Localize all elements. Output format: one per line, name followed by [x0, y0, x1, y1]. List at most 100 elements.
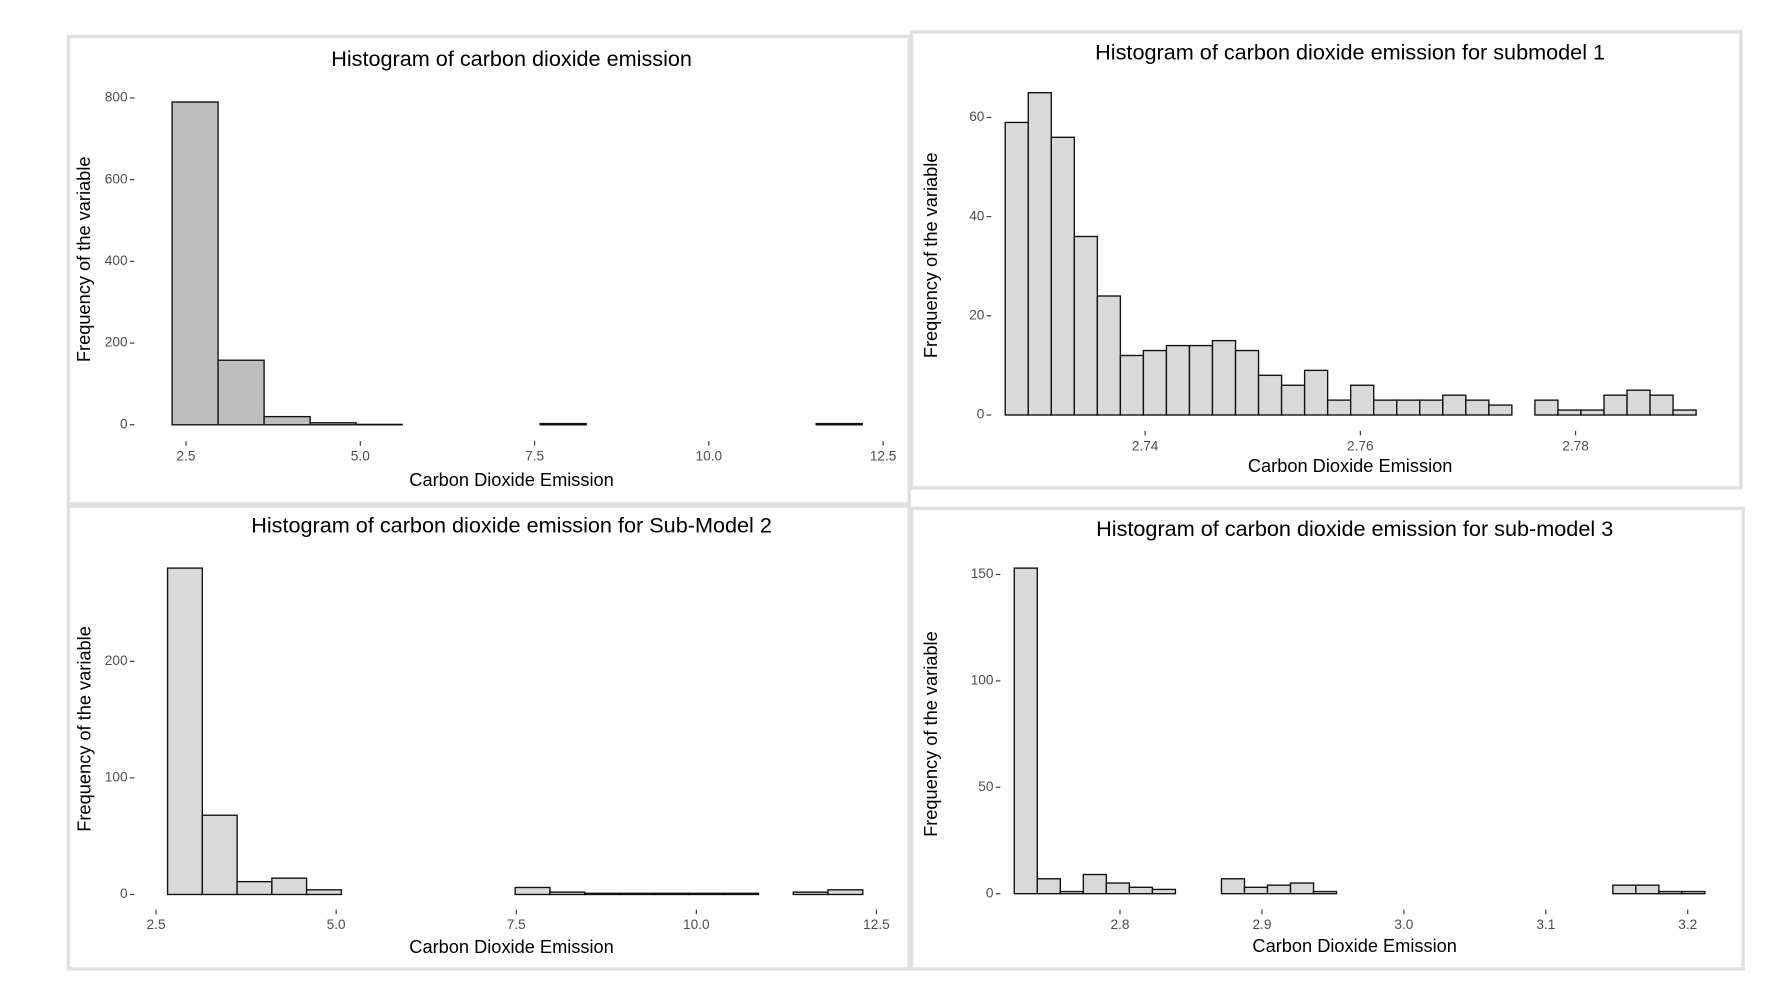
- bar: [1036, 878, 1061, 895]
- bar: [1442, 394, 1467, 416]
- y-tick-label: 800: [105, 90, 128, 105]
- bar: [1128, 886, 1154, 895]
- bar: [1004, 121, 1029, 416]
- bar: [1557, 409, 1582, 416]
- bar: [1612, 884, 1637, 895]
- bar: [1312, 890, 1338, 895]
- bar: [1027, 92, 1052, 416]
- y-tick-label: 100: [105, 770, 128, 785]
- y-axis-title: Frequency of the variable: [920, 631, 941, 837]
- bar: [1050, 136, 1076, 416]
- bar: [1119, 354, 1145, 416]
- x-axis-title: Carbon Dioxide Emission: [1252, 935, 1456, 956]
- bar: [1073, 235, 1099, 416]
- y-tick-label: 50: [978, 779, 994, 794]
- bar: [1013, 567, 1038, 895]
- y-axis-title: Frequency of the variable: [920, 153, 941, 359]
- x-tick-label: 12.5: [870, 449, 897, 464]
- bar: [1681, 890, 1706, 895]
- y-axis-title: Frequency of the variable: [73, 626, 94, 832]
- x-axis-title: Carbon Dioxide Emission: [1248, 455, 1452, 476]
- x-tick-label: 3.2: [1678, 917, 1697, 932]
- bar: [539, 422, 587, 426]
- y-tick-label: 400: [105, 253, 128, 268]
- bar: [1059, 890, 1085, 895]
- bar: [1534, 399, 1559, 416]
- bar: [217, 359, 265, 426]
- bar: [1465, 399, 1490, 416]
- y-axis-title: Frequency of the variable: [73, 157, 94, 363]
- bar: [1105, 882, 1131, 895]
- y-tick-label: 200: [105, 335, 128, 350]
- bar: [1142, 349, 1168, 416]
- x-tick-label: 7.5: [507, 917, 526, 932]
- bar: [688, 892, 725, 896]
- chart-title: Histogram of carbon dioxide emission for…: [251, 512, 772, 537]
- bar: [1303, 369, 1329, 416]
- bar: [236, 880, 273, 896]
- bar: [549, 891, 586, 896]
- y-tick-label: 60: [969, 109, 985, 124]
- bar: [653, 892, 690, 896]
- bar: [1151, 888, 1177, 895]
- bar: [1658, 890, 1683, 895]
- bar: [1082, 873, 1108, 895]
- bar: [827, 889, 864, 896]
- x-tick-label: 2.9: [1252, 917, 1271, 932]
- x-tick-label: 2.8: [1111, 917, 1130, 932]
- x-axis-title: Carbon Dioxide Emission: [409, 936, 613, 957]
- bar: [1635, 884, 1660, 895]
- bar: [1188, 344, 1214, 416]
- bar: [1349, 384, 1375, 416]
- y-tick-label: 0: [120, 416, 128, 431]
- x-tick-label: 12.5: [863, 917, 890, 932]
- chart-title: Histogram of carbon dioxide emission: [331, 46, 692, 71]
- x-tick-label: 5.0: [327, 917, 346, 932]
- y-tick-label: 200: [105, 653, 128, 668]
- bar: [171, 101, 219, 426]
- y-tick-label: 100: [971, 672, 994, 687]
- x-tick-label: 10.0: [696, 449, 723, 464]
- bar: [1243, 886, 1269, 895]
- x-tick-label: 2.74: [1132, 438, 1159, 453]
- bar: [1266, 884, 1292, 895]
- bar: [1280, 384, 1306, 416]
- y-tick-label: 0: [120, 886, 128, 901]
- bar: [309, 422, 357, 426]
- bar: [166, 567, 204, 896]
- bar: [271, 877, 308, 896]
- bar: [201, 814, 238, 896]
- x-tick-label: 7.5: [525, 449, 544, 464]
- y-tick-label: 20: [969, 307, 985, 322]
- x-tick-label: 2.78: [1562, 438, 1589, 453]
- bar: [1257, 374, 1283, 416]
- y-tick-label: 150: [971, 566, 994, 581]
- bar: [815, 422, 863, 426]
- bar: [1396, 399, 1421, 416]
- chart-title: Histogram of carbon dioxide emission for…: [1096, 516, 1613, 541]
- bar: [792, 891, 829, 896]
- bar: [584, 892, 621, 896]
- x-tick-label: 5.0: [351, 449, 370, 464]
- chart-title: Histogram of carbon dioxide emission for…: [1095, 39, 1605, 64]
- bar: [1603, 394, 1628, 416]
- x-tick-label: 10.0: [683, 917, 710, 932]
- bar: [1326, 399, 1352, 416]
- y-tick-label: 0: [977, 407, 985, 422]
- x-tick-label: 2.5: [147, 917, 166, 932]
- bar: [1649, 394, 1674, 416]
- bar: [1220, 878, 1246, 895]
- bar: [263, 415, 311, 426]
- bar: [1419, 399, 1444, 416]
- bar: [514, 886, 551, 896]
- bar: [1672, 409, 1697, 416]
- bar: [1626, 389, 1651, 416]
- bar: [1165, 344, 1191, 416]
- bar: [1096, 295, 1122, 416]
- y-tick-label: 0: [986, 885, 994, 900]
- x-axis-title: Carbon Dioxide Emission: [409, 469, 613, 490]
- bar: [618, 892, 655, 896]
- bar: [1234, 349, 1260, 416]
- x-tick-label: 2.76: [1347, 438, 1374, 453]
